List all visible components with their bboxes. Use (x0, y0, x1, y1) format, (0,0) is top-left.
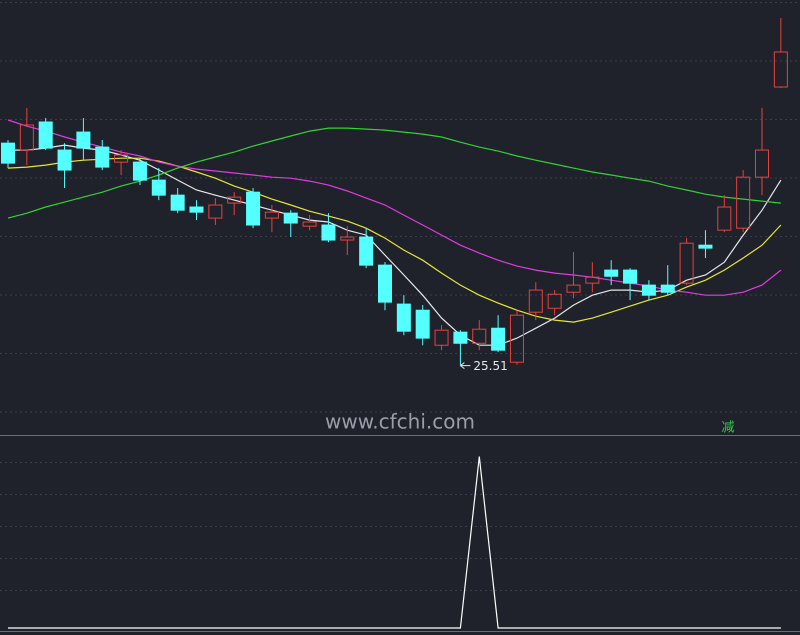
candle-body (227, 196, 242, 204)
candle-body (434, 329, 449, 346)
candle-body (717, 206, 732, 231)
candle-body (264, 211, 279, 219)
candle-body (340, 236, 355, 241)
moving-average-line (7, 157, 782, 323)
candle-body (302, 221, 317, 227)
candle-body (283, 212, 298, 224)
indicator-line (8, 456, 781, 629)
candle-body (547, 293, 562, 309)
candle-body (359, 236, 374, 266)
candle-body (170, 194, 185, 211)
candle-body (208, 204, 223, 219)
candle-body (321, 224, 336, 241)
candle-body (246, 191, 261, 226)
candle-body (38, 121, 53, 149)
candle-body (151, 179, 166, 196)
candle-body (660, 284, 675, 293)
candle-body (528, 289, 543, 313)
candle-body (396, 303, 411, 332)
grid (0, 2, 800, 591)
candle-body (623, 269, 638, 284)
candle-body (641, 284, 656, 296)
low-arrow (460, 362, 471, 369)
candle-body (378, 264, 392, 303)
candle-body (736, 176, 751, 229)
candle-body (773, 51, 788, 88)
candle-body (604, 269, 619, 277)
signal-label: 减 (721, 421, 734, 436)
candle-body (415, 309, 430, 339)
candle-body (189, 206, 204, 213)
candle-body (76, 131, 91, 149)
candle-body (1, 142, 15, 164)
candle-body (679, 242, 694, 284)
candle-body (95, 146, 110, 168)
moving-average-line (7, 127, 781, 219)
candle-body (585, 276, 600, 284)
low-label: 25.51 (473, 359, 507, 373)
candle-body (698, 244, 713, 249)
candle-body (755, 149, 769, 178)
candle-body (509, 314, 524, 363)
candle-body (472, 328, 487, 344)
candle-body (491, 327, 506, 351)
candle-body (57, 149, 72, 171)
candle-body (19, 124, 34, 151)
candle-body (566, 284, 581, 293)
candle-body (114, 154, 129, 163)
plot: 25.51 (1, 17, 788, 629)
candle-body (132, 161, 147, 181)
candle-body (453, 331, 468, 344)
watermark: www.cfchi.com (325, 410, 475, 434)
